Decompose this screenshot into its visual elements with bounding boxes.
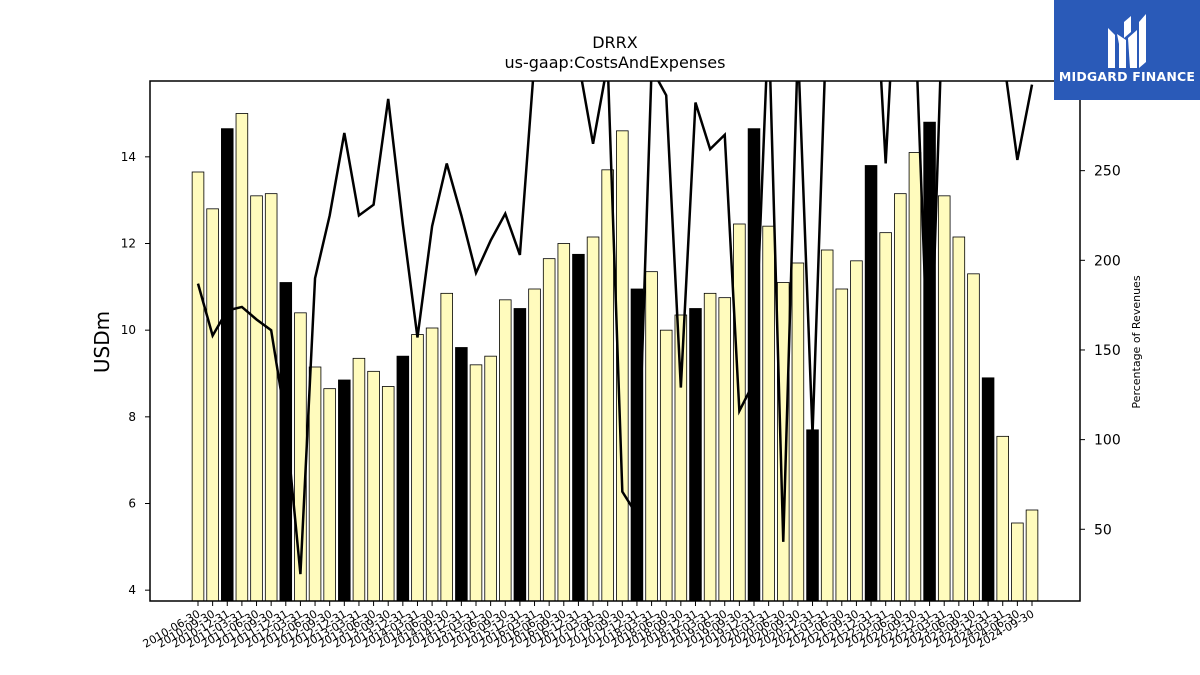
x-axis-ticks: 2010-06-302010-09-302010-12-312011-03-31… — [141, 601, 1037, 651]
bar — [455, 347, 468, 602]
bar — [952, 236, 966, 602]
bar — [499, 299, 512, 602]
bar — [791, 262, 805, 602]
bar — [411, 334, 424, 602]
bar — [440, 292, 453, 602]
bar — [601, 169, 614, 602]
y2-tick-label: 200 — [1094, 253, 1121, 269]
bar — [674, 314, 688, 602]
brand-logo: MIDGARD FINANCE — [1054, 0, 1200, 100]
y-axis-label: USDm — [90, 311, 114, 373]
chart-title: DRRX — [592, 33, 638, 52]
midgard-logo-icon — [1108, 14, 1146, 68]
y-tick-label: 12 — [121, 237, 136, 251]
y-axis-ticks: 4 6 8 10 12 14 — [121, 150, 150, 597]
bar — [923, 121, 936, 602]
percentage-line — [196, 81, 1034, 575]
chart-subtitle: us-gaap:CostsAndExpenses — [505, 53, 726, 72]
bar — [469, 364, 483, 602]
bar — [221, 128, 234, 602]
bar — [659, 329, 673, 602]
y-tick-label: 14 — [121, 150, 136, 164]
y2-tick-label: 100 — [1094, 433, 1121, 449]
bar — [557, 243, 571, 602]
bar — [235, 113, 249, 602]
y-tick-label: 10 — [121, 323, 136, 337]
bar — [572, 253, 585, 602]
bar — [308, 366, 322, 602]
y2-tick-label: 150 — [1094, 343, 1121, 359]
bar — [484, 355, 497, 602]
y2-axis-ticks: 50 100 150 200 250 — [1080, 164, 1121, 538]
bar — [586, 236, 600, 602]
bar — [937, 195, 951, 602]
bar — [542, 258, 556, 602]
bar — [264, 193, 278, 602]
bar — [513, 308, 527, 602]
y-tick-label: 8 — [128, 410, 136, 424]
bar — [864, 165, 878, 602]
bar — [630, 288, 644, 602]
bar — [894, 193, 907, 602]
bar — [352, 357, 366, 602]
bar — [762, 225, 775, 602]
bar — [1011, 522, 1024, 602]
plot-frame — [149, 80, 1081, 602]
bar — [425, 327, 439, 602]
brand-name: MIDGARD FINANCE — [1058, 69, 1196, 84]
y2-tick-label: 250 — [1094, 164, 1121, 180]
bar — [703, 292, 717, 602]
bar — [323, 388, 336, 602]
bar — [206, 208, 219, 602]
bar — [879, 232, 892, 602]
bar — [981, 377, 995, 602]
bar — [908, 152, 922, 602]
bar — [191, 171, 205, 602]
bar — [396, 355, 410, 602]
y2-axis-label: Percentage of Revenues — [1130, 275, 1143, 408]
bar — [967, 273, 980, 602]
bar — [338, 379, 351, 602]
bar — [381, 386, 395, 602]
y2-tick-label: 50 — [1094, 522, 1112, 538]
bar — [528, 288, 541, 602]
bar — [850, 260, 863, 602]
bar — [367, 370, 380, 602]
y-tick-label: 6 — [128, 497, 136, 511]
bar — [996, 435, 1009, 602]
bar — [689, 308, 702, 602]
bar — [279, 282, 293, 602]
bar — [835, 288, 849, 602]
bar — [806, 429, 819, 602]
bar — [645, 271, 658, 602]
y-tick-label: 4 — [128, 583, 136, 597]
bar — [1025, 509, 1039, 602]
bar — [718, 297, 731, 602]
bar — [250, 195, 263, 602]
bar — [820, 249, 834, 602]
